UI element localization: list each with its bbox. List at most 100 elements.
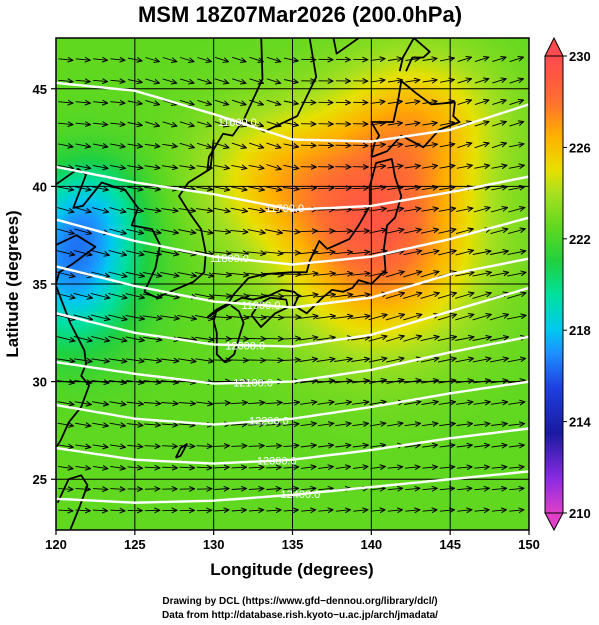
wind-vector [142,271,161,276]
wind-vector [403,293,421,299]
wind-vector [57,187,74,190]
wind-vector [438,251,456,256]
wind-vector [229,360,248,361]
wind-vector [264,295,283,296]
chart-title: MSM 18Z07Mar2026 (200.0hPa) [138,2,462,27]
wind-vector [385,293,404,299]
wind-vector [231,121,246,126]
wind-vector [298,295,318,297]
wind-vector [438,229,456,234]
wind-vector [387,510,402,511]
wind-vector [456,165,472,168]
wind-vector [143,359,161,361]
wind-vector [74,402,91,405]
wind-vector [370,123,385,125]
wind-vector [490,402,507,404]
wind-vector [456,467,472,468]
wind-vector [421,380,438,383]
wind-vector [177,359,196,362]
wind-vector [109,187,126,190]
wind-vector [127,80,142,83]
wind-vector [213,208,229,211]
wind-vector [127,101,142,104]
wind-vector [266,56,280,61]
wind-vector [316,337,334,340]
wind-vector [404,423,421,425]
wind-vector [92,510,107,511]
wind-vector [385,272,404,278]
height-contour [56,81,529,143]
wind-vector [507,315,526,320]
wind-vector [283,424,299,426]
wind-vector [335,467,351,469]
wind-vector [90,271,109,277]
wind-vector [125,271,144,276]
wind-vector [213,187,230,190]
wind-vector [370,510,385,511]
wind-vector [491,510,506,511]
wind-vector [335,510,350,511]
wind-vector [422,166,437,169]
wind-vector [143,209,161,211]
wind-vector [283,144,299,147]
wind-vector [231,510,246,511]
wind-vector [266,489,280,490]
wind-vector [455,337,473,341]
wind-vector [56,380,74,383]
wind-vector [405,488,419,489]
wind-vector [108,249,127,255]
wind-vector [489,337,508,341]
wind-vector [75,102,90,103]
wind-vector [283,488,298,489]
coastline [332,38,361,55]
wind-vector [369,187,386,190]
wind-vector [110,466,125,468]
wind-vector [248,424,264,425]
wind-vector [472,293,491,299]
wind-vector [301,510,315,511]
wind-vector [333,295,353,297]
wind-vector [404,445,420,447]
wind-vector [266,142,281,148]
coastline [56,285,90,450]
wind-vector [195,250,213,255]
wind-vector [472,251,491,255]
wind-vector [492,100,506,106]
wind-vector [283,165,298,168]
wind-vector [108,228,126,234]
wind-vector [74,207,91,212]
wind-vector [317,209,334,210]
wind-vector [439,101,454,104]
wind-vector [334,359,352,362]
wind-vector [214,467,229,468]
wind-vector [404,402,420,405]
wind-vector [249,121,263,126]
wind-vector [421,423,438,425]
wind-vector [144,446,160,447]
wind-vector [231,99,246,104]
wind-vector [231,446,246,447]
wind-vector [509,100,524,106]
wind-vector [56,359,75,362]
wind-vector [125,250,144,255]
wind-vector [196,402,212,404]
colorbar-bottom-arrow [544,512,564,532]
wind-vector [507,272,525,277]
wind-vector [93,59,107,60]
colorbar: 210 214 218 222 226 230 [544,36,591,532]
wind-vector [246,338,266,339]
wind-vector [195,229,213,233]
wind-vector [455,315,473,321]
wind-vector [177,314,197,319]
x-axis-ticks: 120 125 130 135 140 145 150 [45,530,540,552]
wind-vector [440,80,454,83]
wind-vector [490,380,508,383]
wind-vector [299,231,317,232]
wind-vector [196,166,212,168]
wind-vector [438,380,456,383]
wind-vector [110,123,124,124]
height-contour-label: 11700.0 [265,203,304,215]
wind-vector [92,489,107,490]
wind-vector [333,316,353,318]
wind-vector [283,101,298,104]
